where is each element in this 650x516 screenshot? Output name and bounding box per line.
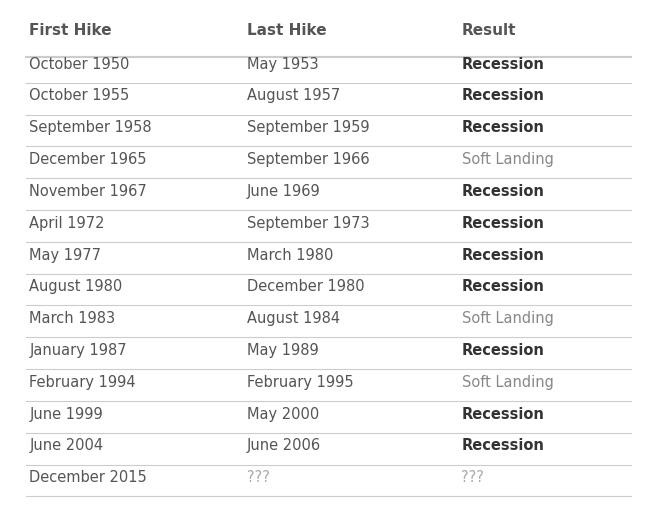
Text: March 1980: March 1980: [247, 248, 333, 263]
Text: Soft Landing: Soft Landing: [462, 375, 553, 390]
Text: January 1987: January 1987: [29, 343, 127, 358]
Text: Recession: Recession: [462, 184, 545, 199]
Text: March 1983: March 1983: [29, 311, 116, 326]
Text: Soft Landing: Soft Landing: [462, 152, 553, 167]
Text: Recession: Recession: [462, 439, 545, 454]
Text: September 1959: September 1959: [247, 120, 370, 135]
Text: September 1958: September 1958: [29, 120, 152, 135]
Text: December 1965: December 1965: [29, 152, 147, 167]
Text: Recession: Recession: [462, 279, 545, 294]
Text: Recession: Recession: [462, 248, 545, 263]
Text: ???: ???: [462, 470, 484, 485]
Text: ???: ???: [247, 470, 270, 485]
Text: May 1953: May 1953: [247, 57, 318, 72]
Text: Recession: Recession: [462, 407, 545, 422]
Text: June 2004: June 2004: [29, 439, 103, 454]
Text: April 1972: April 1972: [29, 216, 105, 231]
Text: Recession: Recession: [462, 88, 545, 103]
Text: Soft Landing: Soft Landing: [462, 311, 553, 326]
Text: August 1984: August 1984: [247, 311, 340, 326]
Text: May 1989: May 1989: [247, 343, 318, 358]
Text: Recession: Recession: [462, 57, 545, 72]
Text: October 1955: October 1955: [29, 88, 129, 103]
Text: May 1977: May 1977: [29, 248, 101, 263]
Text: Result: Result: [462, 23, 516, 38]
Text: May 2000: May 2000: [247, 407, 319, 422]
Text: October 1950: October 1950: [29, 57, 129, 72]
Text: Recession: Recession: [462, 120, 545, 135]
Text: Recession: Recession: [462, 216, 545, 231]
Text: November 1967: November 1967: [29, 184, 147, 199]
Text: June 2006: June 2006: [247, 439, 321, 454]
Text: August 1957: August 1957: [247, 88, 340, 103]
Text: Recession: Recession: [462, 343, 545, 358]
Text: First Hike: First Hike: [29, 23, 112, 38]
Text: Last Hike: Last Hike: [247, 23, 326, 38]
Text: September 1973: September 1973: [247, 216, 370, 231]
Text: February 1995: February 1995: [247, 375, 354, 390]
Text: February 1994: February 1994: [29, 375, 136, 390]
Text: August 1980: August 1980: [29, 279, 122, 294]
Text: June 1999: June 1999: [29, 407, 103, 422]
Text: September 1966: September 1966: [247, 152, 370, 167]
Text: June 1969: June 1969: [247, 184, 320, 199]
Text: December 1980: December 1980: [247, 279, 365, 294]
Text: December 2015: December 2015: [29, 470, 147, 485]
